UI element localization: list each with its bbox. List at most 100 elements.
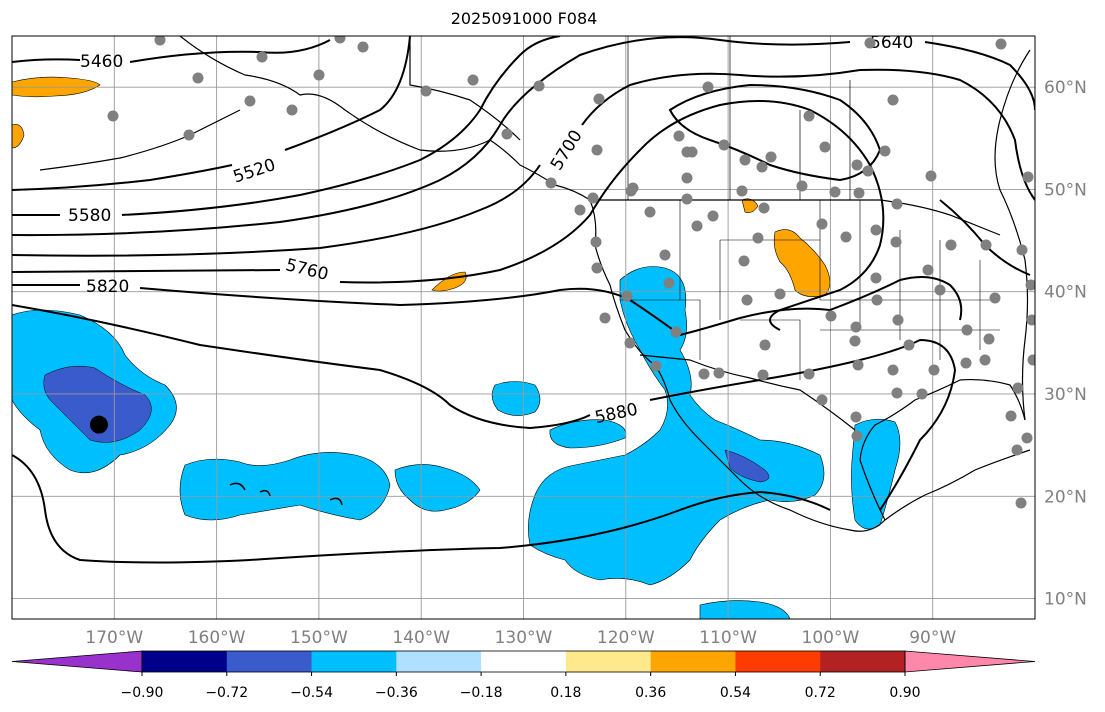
colorbar-tick-label: −0.90 xyxy=(121,685,164,701)
fill-orange-rockies-small xyxy=(741,198,759,214)
station-dot xyxy=(663,277,675,289)
colorbar-segment xyxy=(142,651,228,672)
latitude-tick-label: 20°N xyxy=(1044,487,1087,507)
height-contours xyxy=(12,36,1035,564)
coast-east xyxy=(994,49,1031,421)
station-dot xyxy=(1027,354,1035,366)
coast-aleutians xyxy=(39,109,241,171)
station-dot xyxy=(334,36,346,44)
station-dot xyxy=(851,430,863,442)
station-dot xyxy=(829,186,841,198)
colorbar-tick-label: −0.18 xyxy=(460,685,503,701)
station-dot xyxy=(713,367,725,379)
station-dot xyxy=(1005,410,1017,422)
longitude-tick-label: 130°W xyxy=(495,628,553,648)
station-dot xyxy=(286,104,298,116)
station-dot xyxy=(1016,244,1028,256)
longitude-labels: 170°W 160°W 150°W 140°W 130°W 120°W 110°W 100°W… xyxy=(85,628,956,648)
station-dot xyxy=(774,288,786,300)
colorbar-tick-labels: −0.90 −0.72 −0.54 −0.36 −0.18 0.18 0.36 0.54 0.7… xyxy=(121,672,921,701)
contour-label-5580: 5580 xyxy=(68,206,111,226)
station-dot xyxy=(1025,279,1035,291)
station-dot xyxy=(989,292,1001,304)
colorbar-segment xyxy=(311,651,397,672)
coast-hawaii xyxy=(229,482,343,506)
station-dot xyxy=(890,236,902,248)
longitude-tick-label: 160°W xyxy=(188,628,246,648)
colorbar-tick-label: −0.36 xyxy=(375,685,418,701)
station-dot xyxy=(739,154,751,166)
station-dot xyxy=(825,310,837,322)
station-dot xyxy=(1011,444,1023,456)
station-dot xyxy=(659,249,671,261)
station-dot xyxy=(887,364,899,376)
latitude-tick-label: 30°N xyxy=(1044,385,1087,405)
station-dot xyxy=(590,236,602,248)
station-dot xyxy=(736,185,748,197)
station-dot xyxy=(533,80,545,92)
colorbar-extend-min xyxy=(11,650,143,673)
longitude-tick-label: 170°W xyxy=(85,628,143,648)
station-dot xyxy=(1022,171,1034,183)
station-dot xyxy=(718,139,730,151)
colorbar-tick-label: 0.54 xyxy=(720,685,751,701)
chart-title: 2025091000 F084 xyxy=(450,9,598,28)
contour-5580 xyxy=(12,36,561,216)
station-dot xyxy=(625,185,637,197)
fill-region-central-2 xyxy=(394,464,481,512)
fill-region-baja xyxy=(528,266,825,586)
station-dot xyxy=(183,129,195,141)
colorbar-segment xyxy=(565,651,652,672)
coastlines xyxy=(39,36,1031,532)
longitude-tick-label: 140°W xyxy=(392,628,450,648)
station-dot xyxy=(922,264,934,276)
station-dot xyxy=(501,128,513,140)
map-gridlines xyxy=(12,36,1035,619)
fill-core-west xyxy=(43,365,152,443)
colorbar-segment xyxy=(226,651,313,672)
station-dot xyxy=(887,94,899,106)
latitude-tick-label: 50°N xyxy=(1044,180,1087,200)
station-dot xyxy=(644,206,656,218)
station-dot xyxy=(192,72,204,84)
fill-region-small-2 xyxy=(549,419,627,449)
station-dot xyxy=(903,339,915,351)
colorbar-segment xyxy=(396,651,482,672)
fill-region-small-1 xyxy=(491,381,541,416)
station-dot xyxy=(154,36,166,46)
station-dot xyxy=(545,177,557,189)
station-dot xyxy=(467,74,479,86)
station-dot xyxy=(870,224,882,236)
colorbar-segment xyxy=(735,651,821,672)
station-dot xyxy=(759,339,771,351)
longitude-tick-label: 120°W xyxy=(597,628,655,648)
station-dot xyxy=(681,193,693,205)
station-dot xyxy=(702,81,714,93)
station-dot xyxy=(960,357,972,369)
station-dot xyxy=(995,38,1007,50)
station-dot xyxy=(879,145,891,157)
border-mexico xyxy=(639,354,856,431)
contour-5520 xyxy=(12,36,411,191)
station-dot xyxy=(756,161,768,173)
station-dot xyxy=(1015,497,1027,509)
station-dot xyxy=(591,262,603,274)
station-dot xyxy=(853,187,865,199)
fill-orange-alaska-edge xyxy=(12,124,25,149)
station-dot xyxy=(870,272,882,284)
fill-region-central-1 xyxy=(179,452,391,521)
longitude-tick-label: 100°W xyxy=(802,628,860,648)
station-dot xyxy=(983,333,995,345)
station-dot xyxy=(1012,382,1024,394)
longitude-tick-label: 90°W xyxy=(909,628,956,648)
contour-label-5820: 5820 xyxy=(86,277,129,297)
station-dot xyxy=(707,210,719,222)
station-dot xyxy=(850,321,862,333)
station-dot xyxy=(313,69,325,81)
station-dot xyxy=(803,368,815,380)
contour-5880-south xyxy=(12,454,831,564)
station-dot xyxy=(961,324,973,336)
colorbar-tick-label: 0.90 xyxy=(889,685,920,701)
station-dot xyxy=(796,180,808,192)
